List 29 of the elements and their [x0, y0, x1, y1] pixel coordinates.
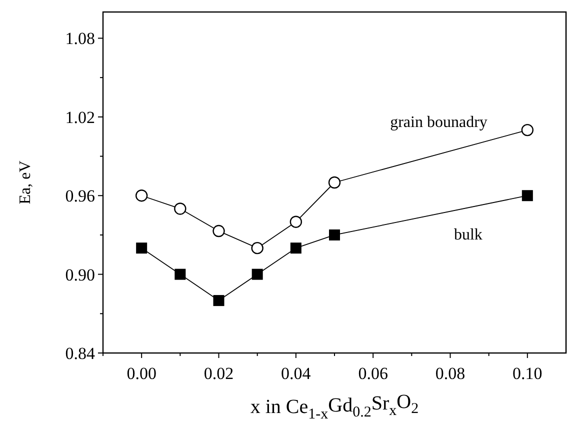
point [522, 190, 533, 202]
point [135, 190, 148, 202]
y-tick-label: 0.96 [65, 186, 95, 206]
y-tick-label: 1.02 [65, 108, 95, 127]
y-tick-label: 0.90 [65, 265, 95, 284]
point [521, 124, 534, 136]
point [251, 242, 264, 254]
point [252, 268, 263, 280]
x-tick-label: 0.06 [358, 364, 388, 383]
point [290, 216, 302, 228]
series-label: bulk [454, 226, 482, 244]
point [174, 202, 186, 215]
x-tick-label: 0.10 [512, 364, 542, 383]
point [290, 242, 302, 254]
x-tick-label: 0.00 [126, 364, 156, 383]
x-tick-label: 0.04 [281, 364, 312, 383]
point [328, 176, 341, 189]
x-tick-label: 0.08 [435, 364, 466, 383]
y-tick-label: 0.84 [65, 344, 96, 363]
x-axis-title: x in Ce$_{1-x}$Gd$_{0.2}$Sr$_{x}$O$_{2}$ [250, 390, 419, 422]
y-tick-label: 1.08 [65, 29, 95, 48]
point [174, 268, 186, 280]
point [213, 295, 224, 306]
point [212, 224, 225, 238]
series-label: grain bounadry [390, 114, 488, 132]
point [329, 229, 340, 240]
x-tick-label: 0.02 [204, 364, 234, 383]
point [136, 242, 148, 254]
y-axis-title: Ea, eV [17, 160, 34, 204]
